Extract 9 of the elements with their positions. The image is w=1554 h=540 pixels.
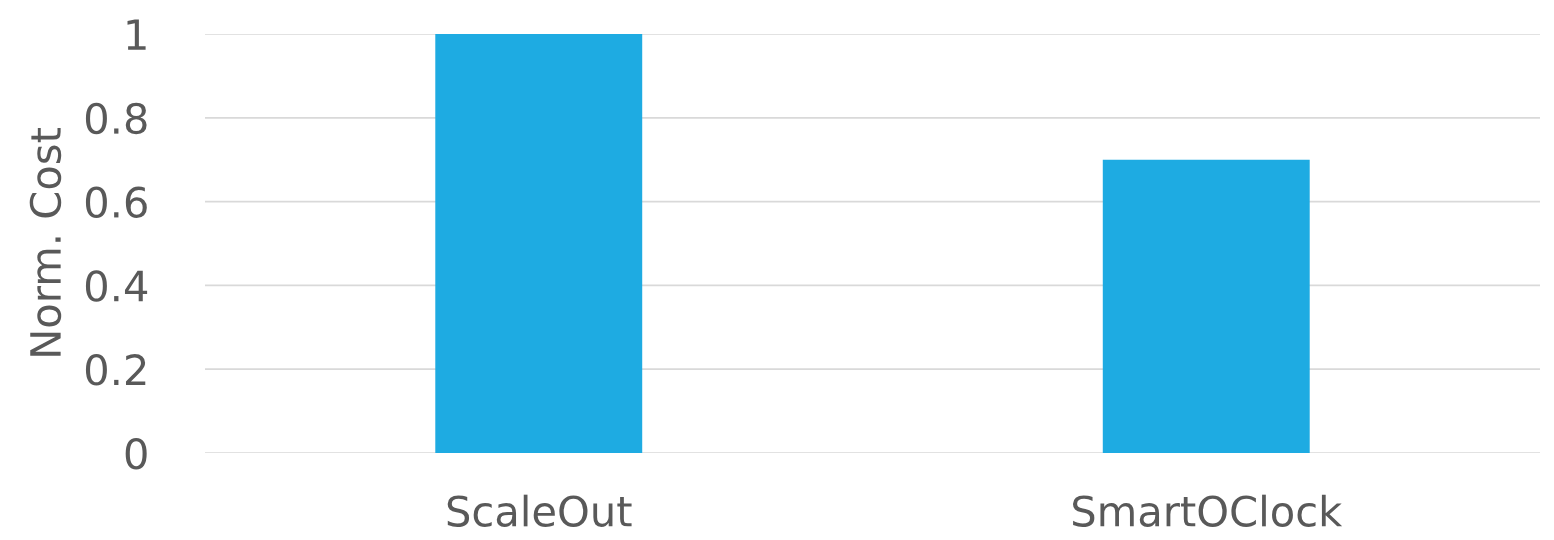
y-tick-label: 0 <box>125 437 147 470</box>
y-tick-label: 0.6 <box>85 186 147 219</box>
y-axis-title: Norm. Cost <box>29 128 62 356</box>
y-tick-label: 1 <box>127 19 146 50</box>
y-tick-label: 0.4 <box>85 270 148 302</box>
x-tick-label: SmartOClock <box>1072 494 1343 527</box>
y-tick-label: 0.8 <box>85 102 147 135</box>
y-tick-label: 0.2 <box>85 354 146 386</box>
x-tick-label: ScaleOut <box>447 494 632 527</box>
